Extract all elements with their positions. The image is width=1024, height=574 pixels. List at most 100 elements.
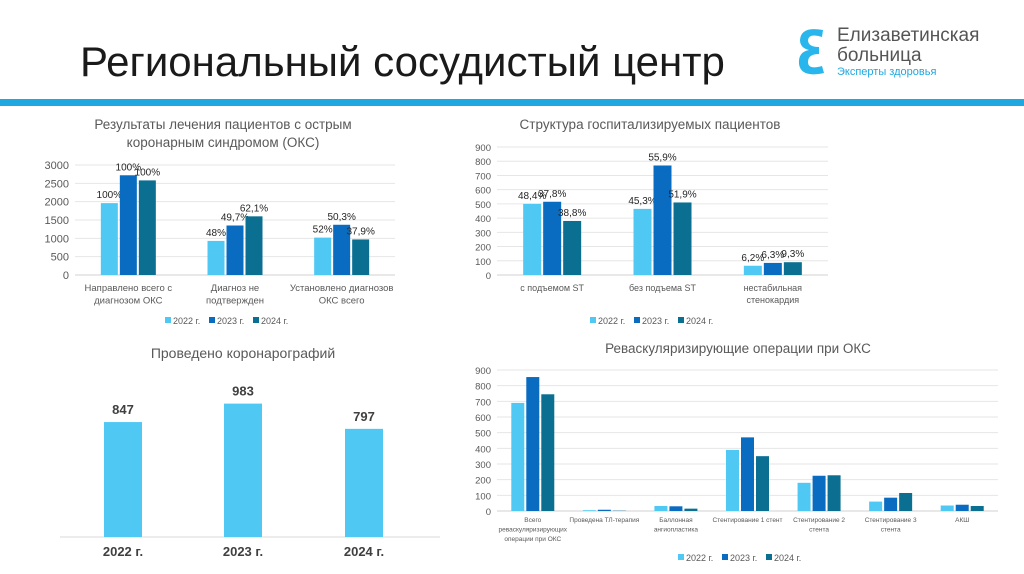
y-tick-label: 900	[475, 143, 491, 154]
y-tick-label: 400	[475, 214, 491, 225]
x-tick-label: Стентирование 2	[793, 517, 845, 524]
bar-2024-6	[970, 505, 984, 511]
data-label: 100%	[97, 190, 123, 201]
x-tick-label: стента	[809, 527, 829, 534]
bar-2022-1	[633, 208, 652, 275]
x-tick-label: нестабильная	[744, 283, 803, 293]
legend-label: 2022 г.	[173, 316, 200, 326]
y-tick-label: 800	[475, 157, 491, 168]
y-tick-label: 100	[475, 257, 491, 268]
data-label: 6,3%	[761, 250, 784, 261]
bar-2022-5	[869, 501, 883, 511]
y-tick-label: 300	[475, 460, 491, 471]
chart-title: коронарным синдромом (ОКС)	[127, 135, 320, 150]
legend-label: 2023 г.	[730, 553, 757, 563]
x-tick-label: АКШ	[955, 517, 969, 524]
data-label: 38,8%	[558, 208, 586, 219]
y-tick-label: 900	[475, 366, 491, 377]
x-tick-label: ангиопластика	[654, 527, 699, 534]
bar-2024-5	[899, 492, 913, 511]
chart-title: Результаты лечения пациентов с острым	[94, 117, 351, 132]
y-tick-label: 600	[475, 186, 491, 197]
data-label: 847	[112, 402, 134, 417]
bar-2024-2	[684, 508, 698, 511]
y-tick-label: 500	[475, 429, 491, 440]
bar-2023-0	[119, 175, 137, 275]
x-tick-label: Стентирование 3	[865, 517, 917, 524]
x-tick-label: Установлено диагнозов	[290, 283, 394, 294]
bar-2023-2	[333, 224, 351, 275]
x-tick-label: с подъемом ST	[520, 283, 584, 293]
hospital-logo: Елизаветинская больница Эксперты здоровь…	[795, 22, 995, 82]
data-label: 797	[353, 409, 375, 424]
data-label: 6,2%	[741, 253, 764, 264]
data-label: 45,3%	[628, 196, 656, 207]
bar-2024 г.	[345, 428, 383, 537]
x-tick-label: операции при ОКС	[504, 536, 561, 543]
x-tick-label: 2022 г.	[103, 544, 143, 559]
x-tick-label: Стентирование 1 стент	[712, 517, 782, 524]
data-label: 48%	[206, 228, 226, 239]
x-tick-label: диагнозом ОКС	[94, 296, 163, 307]
bar-2024-2	[783, 262, 802, 275]
bar-2023-3	[741, 437, 754, 511]
logo-line-1: Елизаветинская	[837, 25, 980, 46]
bar-2024-0	[563, 220, 582, 275]
bar-2024-1	[245, 216, 263, 275]
legend-label: 2024 г.	[261, 316, 288, 326]
data-label: 49,7%	[221, 213, 249, 224]
data-label: 52%	[313, 225, 333, 236]
x-tick-label: стента	[881, 527, 901, 534]
logo-e-icon	[798, 29, 824, 75]
y-tick-label: 700	[475, 397, 491, 408]
bar-2023-1	[597, 509, 611, 511]
legend-label: 2023 г.	[642, 316, 669, 326]
data-label: 50,3%	[327, 212, 355, 223]
legend-swatch	[253, 317, 259, 323]
data-label: 48,4%	[518, 191, 546, 202]
bar-2024-4	[827, 475, 841, 511]
legend-swatch	[590, 317, 596, 323]
legend-label: 2024 г.	[774, 553, 801, 563]
bar-2022-2	[654, 505, 668, 511]
data-label: 100%	[116, 162, 142, 173]
y-tick-label: 2000	[45, 197, 69, 209]
x-tick-label: 2023 г.	[223, 544, 263, 559]
y-tick-label: 0	[486, 271, 491, 282]
data-label: 100%	[135, 167, 161, 178]
legend-swatch	[678, 317, 684, 323]
data-label: 37,8%	[538, 189, 566, 200]
data-label: 9,3%	[781, 249, 804, 260]
legend-swatch	[634, 317, 640, 323]
legend-swatch	[209, 317, 215, 323]
y-tick-label: 800	[475, 382, 491, 393]
y-tick-label: 200	[475, 476, 491, 487]
legend-swatch	[165, 317, 171, 323]
bar-2023-2	[669, 506, 683, 511]
x-tick-label: Проведена ТЛ-терапия	[569, 517, 639, 524]
chart-title: Проведено коронарографий	[151, 345, 335, 361]
bar-2023-1	[653, 165, 672, 275]
bar-2022-6	[940, 505, 954, 511]
y-tick-label: 500	[51, 252, 69, 264]
data-label: 55,9%	[648, 152, 676, 163]
bar-2023-1	[226, 225, 244, 275]
bar-2024-1	[673, 202, 692, 275]
bar-2023-5	[884, 497, 898, 511]
x-tick-label: Баллонная	[659, 517, 693, 524]
data-label: 37,9%	[346, 226, 374, 237]
bar-2023-0	[526, 377, 540, 511]
data-label: 62,1%	[240, 203, 268, 214]
bar-2022-1	[582, 510, 596, 511]
y-tick-label: 500	[475, 200, 491, 211]
bar-2022-3	[726, 449, 739, 511]
bar-2022-0	[523, 203, 542, 275]
x-tick-label: Диагноз не	[211, 283, 259, 294]
legend-label: 2022 г.	[686, 553, 713, 563]
x-tick-label: ОКС всего	[319, 296, 365, 307]
legend-label: 2024 г.	[686, 316, 713, 326]
y-tick-label: 700	[475, 171, 491, 182]
header-divider	[0, 99, 1024, 106]
page-title: Региональный сосудистый центр	[80, 38, 725, 85]
logo-line-2: больница	[837, 45, 922, 66]
